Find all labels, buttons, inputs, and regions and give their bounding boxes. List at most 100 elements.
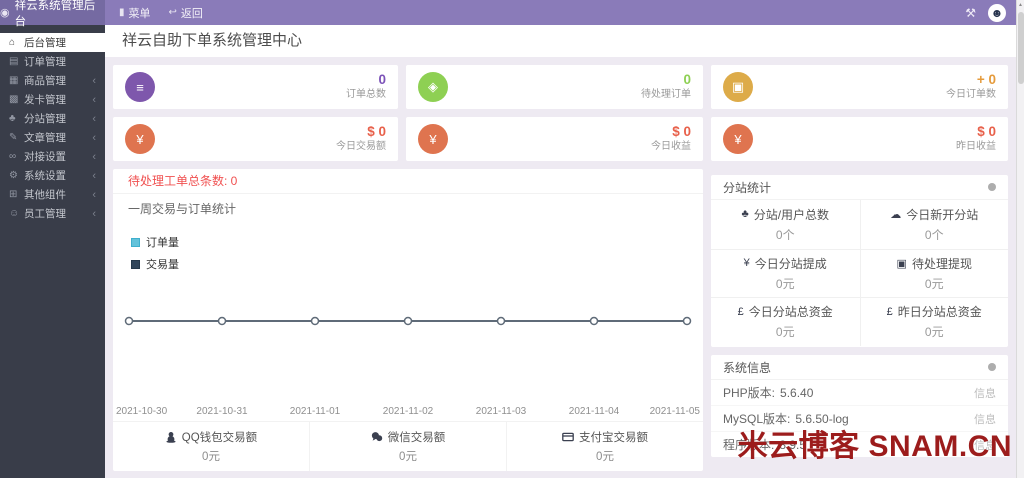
- sysinfo-value: 5.6.50-log: [795, 411, 849, 426]
- x-axis-tick: 2021-11-02: [383, 406, 434, 417]
- sidebar-item-orders[interactable]: ▤ 订单管理: [0, 52, 105, 71]
- sidebar-item-backend[interactable]: ⌂ 后台管理: [0, 33, 105, 52]
- legend-item-transactions[interactable]: 交易量: [131, 256, 179, 272]
- stat-value: 0元: [924, 276, 944, 291]
- x-axis-tick: 2021-11-03: [476, 406, 527, 417]
- info-badge: 信息: [974, 413, 996, 426]
- sidebar-item-articles[interactable]: ✎ 文章管理 ‹: [0, 128, 105, 147]
- menu-button[interactable]: ▮ 菜单: [119, 5, 151, 21]
- chart-svg: 2021-10-30 2021-10-31 2021-11-01 2021-11…: [116, 316, 700, 417]
- globe-icon: ◉: [0, 7, 10, 19]
- line-chart[interactable]: 订单量 交易量: [113, 218, 703, 421]
- sysinfo-php: PHP版本: 5.6.40 信息: [711, 380, 1008, 405]
- brand-logo[interactable]: ◉ 祥云系统管理后台: [0, 0, 105, 28]
- chevron-left-icon: ‹: [92, 169, 96, 182]
- sidebar: ⌂ 后台管理 ▤ 订单管理 ▦ 商品管理 ‹ ▩ 发卡管理 ‹ ♣ 分站管理 ‹…: [0, 25, 105, 478]
- data-point[interactable]: [496, 316, 506, 326]
- chart-card: 待处理工单总条数: 0 一周交易与订单统计 订单量 交易量: [113, 169, 703, 471]
- scrollbar-thumb[interactable]: [1018, 12, 1024, 84]
- chart-title: 一周交易与订单统计: [113, 193, 703, 218]
- menu-icon: ▮: [119, 7, 125, 18]
- back-button[interactable]: ↩ 返回: [169, 5, 203, 21]
- yen-icon: ¥: [418, 124, 448, 154]
- data-point[interactable]: [682, 316, 692, 326]
- stat-label: 昨日分站总资金: [897, 305, 982, 320]
- legend-swatch-dark: [131, 259, 140, 269]
- stat-value: $ 0: [367, 124, 386, 140]
- cloud-icon: ☁: [890, 208, 902, 221]
- sysinfo-label: PHP版本:: [723, 386, 776, 400]
- penguin-icon: ☻: [990, 5, 1004, 20]
- cart-icon: ▦: [9, 75, 19, 86]
- chart-legend: 订单量 交易量: [131, 234, 179, 278]
- yen-icon: ¥: [743, 257, 750, 270]
- sysinfo-program: 程序版本: 8.9.5 信息: [711, 431, 1008, 457]
- stat-label: 昨日收益: [956, 141, 996, 153]
- legend-item-orders[interactable]: 订单量: [131, 234, 179, 250]
- substat-today-commission: ¥ 今日分站提成 0元: [711, 248, 860, 298]
- qq-wallet-stat: QQ钱包交易额 0元: [113, 422, 309, 471]
- scrollbar[interactable]: ▲: [1016, 0, 1024, 478]
- chevron-left-icon: ‹: [92, 131, 96, 144]
- collapse-dot-icon[interactable]: [988, 363, 996, 371]
- wechat-stat: 微信交易额 0元: [309, 422, 506, 471]
- credit-card-icon: [562, 432, 574, 442]
- substat-today-funds: £ 今日分站总资金 0元: [711, 297, 860, 346]
- stat-card-today-orders: ▣ + 0 今日订单数: [711, 65, 1008, 109]
- info-badge: 信息: [974, 387, 996, 400]
- data-point[interactable]: [589, 316, 599, 326]
- chevron-left-icon: ‹: [92, 93, 96, 106]
- sysinfo-value: 5.6.40: [780, 385, 814, 400]
- sidebar-item-system-settings[interactable]: ⚙ 系统设置 ‹: [0, 166, 105, 185]
- data-point[interactable]: [124, 316, 134, 326]
- briefcase-icon: ▣: [723, 72, 753, 102]
- legend-swatch-cyan: [131, 237, 140, 247]
- avatar[interactable]: ☻: [988, 3, 1006, 22]
- sidebar-item-label: 商品管理: [24, 75, 66, 87]
- cube-icon: ◈: [418, 72, 448, 102]
- sidebar-item-label: 对接设置: [24, 151, 66, 163]
- yen-icon: ¥: [723, 124, 753, 154]
- data-point[interactable]: [310, 316, 320, 326]
- sidebar-item-label: 系统设置: [24, 170, 66, 182]
- sidebar-item-components[interactable]: ⊞ 其他组件 ‹: [0, 185, 105, 204]
- stat-label: 今日交易额: [336, 141, 386, 153]
- watermark: 米云博客 SNAM.CN: [737, 430, 1012, 463]
- sysinfo-mysql: MySQL版本: 5.6.50-log 信息: [711, 405, 1008, 431]
- stat-label: 今日订单数: [946, 89, 996, 101]
- sidebar-item-label: 文章管理: [24, 132, 66, 144]
- substat-new-today: ☁ 今日新开分站 0个: [859, 200, 1009, 249]
- main-content: ≡ 0 订单总数 ◈ 0 待处理订单 ▣ + 0 今日订单数: [105, 57, 1016, 478]
- stat-label: 今日分站总资金: [748, 305, 833, 320]
- stat-label: 今日收益: [651, 141, 691, 153]
- sidebar-item-integration[interactable]: ∞ 对接设置 ‹: [0, 147, 105, 166]
- yen-icon: ¥: [125, 124, 155, 154]
- data-point[interactable]: [217, 316, 227, 326]
- substation-panel: 分站统计 ♣ 分站/用户总数 0个 ☁ 今日新开分站 0个 ¥ 今: [711, 175, 1008, 347]
- stat-label: 今日新开分站: [906, 207, 979, 222]
- list-ol-icon: ≡: [125, 72, 155, 102]
- stat-value: 0个: [924, 227, 944, 242]
- stat-value: 0: [378, 72, 386, 88]
- panel-title: 分站统计: [723, 180, 772, 195]
- payment-stats-row: QQ钱包交易额 0元 微信交易额 0元 支付: [113, 421, 703, 471]
- data-point[interactable]: [403, 316, 413, 326]
- sidebar-item-label: 分站管理: [24, 113, 66, 125]
- sidebar-item-staff[interactable]: ☺ 员工管理 ‹: [0, 204, 105, 223]
- sitemap-icon: ♣: [9, 113, 16, 124]
- scroll-up-arrow-icon[interactable]: ▲: [1018, 2, 1023, 8]
- sysinfo-value: 8.9.5: [779, 437, 807, 452]
- page-title: 祥云自助下单系统管理中心: [105, 25, 1016, 57]
- stat-card-today-earnings: ¥ $ 0 今日收益: [406, 117, 703, 161]
- sidebar-item-cards[interactable]: ▩ 发卡管理 ‹: [0, 90, 105, 109]
- wrench-icon[interactable]: ⚒: [965, 5, 976, 20]
- chevron-left-icon: ‹: [92, 112, 96, 125]
- sidebar-item-substation[interactable]: ♣ 分站管理 ‹: [0, 109, 105, 128]
- stat-value: 0元: [924, 325, 944, 340]
- sysinfo-label: MySQL版本:: [723, 412, 791, 426]
- collapse-dot-icon[interactable]: [988, 183, 996, 191]
- stat-value: 0元: [399, 451, 417, 463]
- stat-card-pending-orders: ◈ 0 待处理订单: [406, 65, 703, 109]
- sidebar-item-goods[interactable]: ▦ 商品管理 ‹: [0, 71, 105, 90]
- gear-icon: ⚙: [9, 170, 18, 181]
